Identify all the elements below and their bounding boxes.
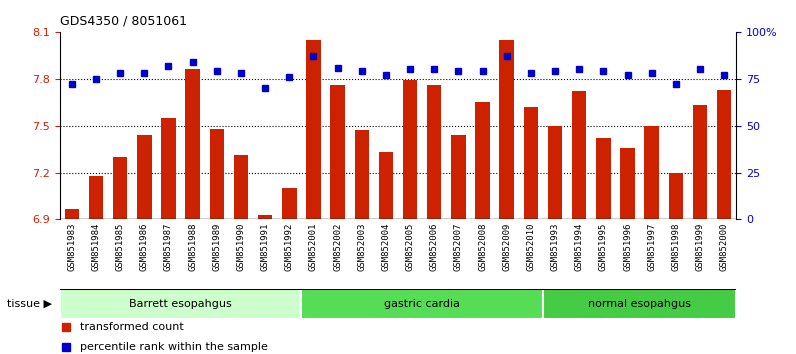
Bar <box>258 215 272 219</box>
Bar <box>645 126 659 219</box>
Text: GSM851996: GSM851996 <box>623 223 632 272</box>
Text: GSM851992: GSM851992 <box>285 223 294 272</box>
Bar <box>306 40 321 219</box>
Bar <box>500 40 514 219</box>
Text: GSM852000: GSM852000 <box>720 223 728 272</box>
Bar <box>475 102 490 219</box>
Bar <box>113 157 127 219</box>
Bar <box>717 90 732 219</box>
Text: transformed count: transformed count <box>80 322 184 332</box>
Bar <box>282 188 296 219</box>
Text: GSM851998: GSM851998 <box>671 223 681 272</box>
Bar <box>60 289 302 319</box>
Bar <box>209 129 224 219</box>
Text: GSM851991: GSM851991 <box>260 223 270 272</box>
Text: GSM852001: GSM852001 <box>309 223 318 272</box>
Bar <box>427 85 442 219</box>
Bar <box>379 152 393 219</box>
Bar <box>451 135 466 219</box>
Text: GSM851985: GSM851985 <box>115 223 125 272</box>
Text: GSM851988: GSM851988 <box>188 223 197 272</box>
Bar <box>548 126 562 219</box>
Bar <box>185 69 200 219</box>
Bar <box>543 289 736 319</box>
Bar <box>234 155 248 219</box>
Text: GSM851987: GSM851987 <box>164 223 173 272</box>
Text: GSM852003: GSM852003 <box>357 223 366 272</box>
Text: Barrett esopahgus: Barrett esopahgus <box>129 298 232 309</box>
Bar <box>354 130 369 219</box>
Bar <box>524 107 538 219</box>
Bar <box>161 118 176 219</box>
Bar <box>620 148 635 219</box>
Text: tissue ▶: tissue ▶ <box>6 298 52 308</box>
Bar <box>669 173 683 219</box>
Text: GSM852004: GSM852004 <box>381 223 390 272</box>
Bar <box>572 91 587 219</box>
Bar <box>403 80 417 219</box>
Text: GSM851995: GSM851995 <box>599 223 608 272</box>
Text: percentile rank within the sample: percentile rank within the sample <box>80 342 268 352</box>
Text: GSM851986: GSM851986 <box>140 223 149 272</box>
Text: GSM852002: GSM852002 <box>333 223 342 272</box>
Text: normal esopahgus: normal esopahgus <box>588 298 691 309</box>
Text: GSM851989: GSM851989 <box>213 223 221 272</box>
Text: gastric cardia: gastric cardia <box>384 298 460 309</box>
Bar <box>693 105 708 219</box>
Text: GSM851997: GSM851997 <box>647 223 656 272</box>
Text: GSM851990: GSM851990 <box>236 223 245 272</box>
Text: GSM852009: GSM852009 <box>502 223 511 272</box>
Bar <box>64 209 79 219</box>
Bar <box>596 138 611 219</box>
Text: GSM852008: GSM852008 <box>478 223 487 272</box>
Text: GSM851994: GSM851994 <box>575 223 583 272</box>
Text: GSM851993: GSM851993 <box>551 223 560 272</box>
Text: GSM851983: GSM851983 <box>68 223 76 272</box>
Text: GDS4350 / 8051061: GDS4350 / 8051061 <box>60 14 187 27</box>
Bar <box>302 289 543 319</box>
Text: GSM852007: GSM852007 <box>454 223 463 272</box>
Text: GSM852005: GSM852005 <box>406 223 415 272</box>
Text: GSM852010: GSM852010 <box>526 223 536 272</box>
Bar <box>330 85 345 219</box>
Text: GSM852006: GSM852006 <box>430 223 439 272</box>
Text: GSM851999: GSM851999 <box>696 223 704 272</box>
Bar <box>88 176 103 219</box>
Text: GSM851984: GSM851984 <box>92 223 100 272</box>
Bar <box>137 135 151 219</box>
